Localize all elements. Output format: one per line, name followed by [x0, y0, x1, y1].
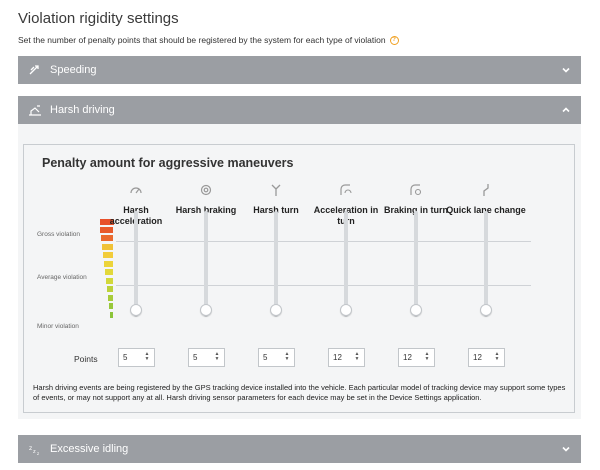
severity-bar [106, 278, 113, 284]
slider-track[interactable] [274, 211, 278, 317]
points-value: 12 [403, 353, 412, 362]
slider-track[interactable] [484, 211, 488, 317]
column-title: Harsh turn [253, 205, 299, 215]
svg-text:z: z [37, 451, 39, 456]
severity-bar [110, 312, 113, 318]
severity-bar [100, 219, 114, 225]
stepper-arrows-icon[interactable]: ▲ ▼ [354, 351, 360, 362]
page-title: Violation rigidity settings [18, 10, 179, 27]
slider-knob-harsh-acceleration[interactable] [130, 304, 142, 316]
accordion-speeding[interactable]: Speeding [18, 56, 581, 84]
slider-track[interactable] [204, 211, 208, 317]
points-value: 5 [193, 353, 198, 362]
minor-violation-label: Minor violation [37, 323, 79, 330]
accordion-label-harsh-driving: Harsh driving [50, 104, 115, 116]
accordion-label-excessive-idling: Excessive idling [50, 443, 129, 455]
slider-knob-braking-in-turn[interactable] [410, 304, 422, 316]
page-subtitle: Set the number of penalty points that sh… [18, 35, 399, 45]
points-stepper-quick-lane-change[interactable]: 12 ▲ ▼ [468, 348, 505, 367]
accordion-label-speeding: Speeding [50, 64, 97, 76]
acceleration-turn-icon [339, 183, 353, 197]
severity-bar [107, 286, 113, 292]
severity-scale: Gross violation Average violation Minor … [30, 219, 114, 341]
slider-track[interactable] [344, 211, 348, 317]
braking-icon [199, 183, 213, 197]
points-stepper-harsh-acceleration[interactable]: 5 ▲ ▼ [118, 348, 155, 367]
column-title: Quick lane change [446, 205, 526, 215]
turn-icon [269, 183, 283, 197]
average-violation-label: Average violation [37, 274, 87, 281]
points-value: 12 [333, 353, 342, 362]
points-stepper-braking-in-turn[interactable]: 12 ▲ ▼ [398, 348, 435, 367]
severity-bar [104, 261, 113, 267]
slider-knob-harsh-braking[interactable] [200, 304, 212, 316]
harsh-driving-note: Harsh driving events are being registere… [33, 383, 566, 403]
accordion-harsh-driving[interactable]: Harsh driving [18, 96, 581, 124]
chevron-down-icon[interactable] [560, 443, 572, 455]
slider-knob-harsh-turn[interactable] [270, 304, 282, 316]
chevron-up-icon[interactable] [560, 104, 572, 116]
severity-bar [109, 303, 113, 309]
points-value: 5 [263, 353, 268, 362]
harsh-driving-icon [28, 103, 42, 117]
lane-change-icon [479, 183, 493, 197]
severity-bar [100, 227, 113, 233]
help-icon[interactable]: ? [389, 35, 399, 45]
gridline [116, 285, 531, 286]
column-title: Harsh braking [175, 205, 237, 215]
column-title: Braking in turn [383, 205, 448, 215]
stepper-arrows-icon[interactable]: ▲ ▼ [144, 351, 150, 362]
svg-text:z: z [29, 445, 32, 452]
severity-bar [101, 235, 113, 241]
points-stepper-harsh-braking[interactable]: 5 ▲ ▼ [188, 348, 225, 367]
subtitle-text: Set the number of penalty points that sh… [18, 35, 386, 45]
points-stepper-harsh-turn[interactable]: 5 ▲ ▼ [258, 348, 295, 367]
points-value: 12 [473, 353, 482, 362]
stepper-arrows-icon[interactable]: ▲ ▼ [494, 351, 500, 362]
severity-bar [102, 244, 113, 250]
points-label: Points [74, 354, 98, 364]
slider-track[interactable] [414, 211, 418, 317]
acceleration-icon [129, 183, 143, 197]
stepper-arrows-icon[interactable]: ▲ ▼ [214, 351, 220, 362]
gross-violation-label: Gross violation [37, 231, 80, 238]
slider-knob-quick-lane-change[interactable] [480, 304, 492, 316]
severity-bar [108, 295, 113, 301]
speed-icon [28, 63, 42, 77]
gridline [116, 241, 531, 242]
chevron-down-icon[interactable] [560, 64, 572, 76]
severity-bar [105, 269, 113, 275]
svg-text:z: z [33, 449, 36, 455]
slider-knob-acceleration-in-turn[interactable] [340, 304, 352, 316]
severity-bar [103, 252, 113, 258]
penalty-fieldset: Penalty amount for aggressive maneuvers … [23, 144, 575, 413]
slider-track[interactable] [134, 211, 138, 317]
points-stepper-acceleration-in-turn[interactable]: 12 ▲ ▼ [328, 348, 365, 367]
stepper-arrows-icon[interactable]: ▲ ▼ [284, 351, 290, 362]
points-value: 5 [123, 353, 128, 362]
stepper-arrows-icon[interactable]: ▲ ▼ [424, 351, 430, 362]
penalty-legend: Penalty amount for aggressive maneuvers [38, 156, 298, 170]
braking-turn-icon [409, 183, 423, 197]
harsh-driving-panel: Penalty amount for aggressive maneuvers … [18, 124, 581, 419]
